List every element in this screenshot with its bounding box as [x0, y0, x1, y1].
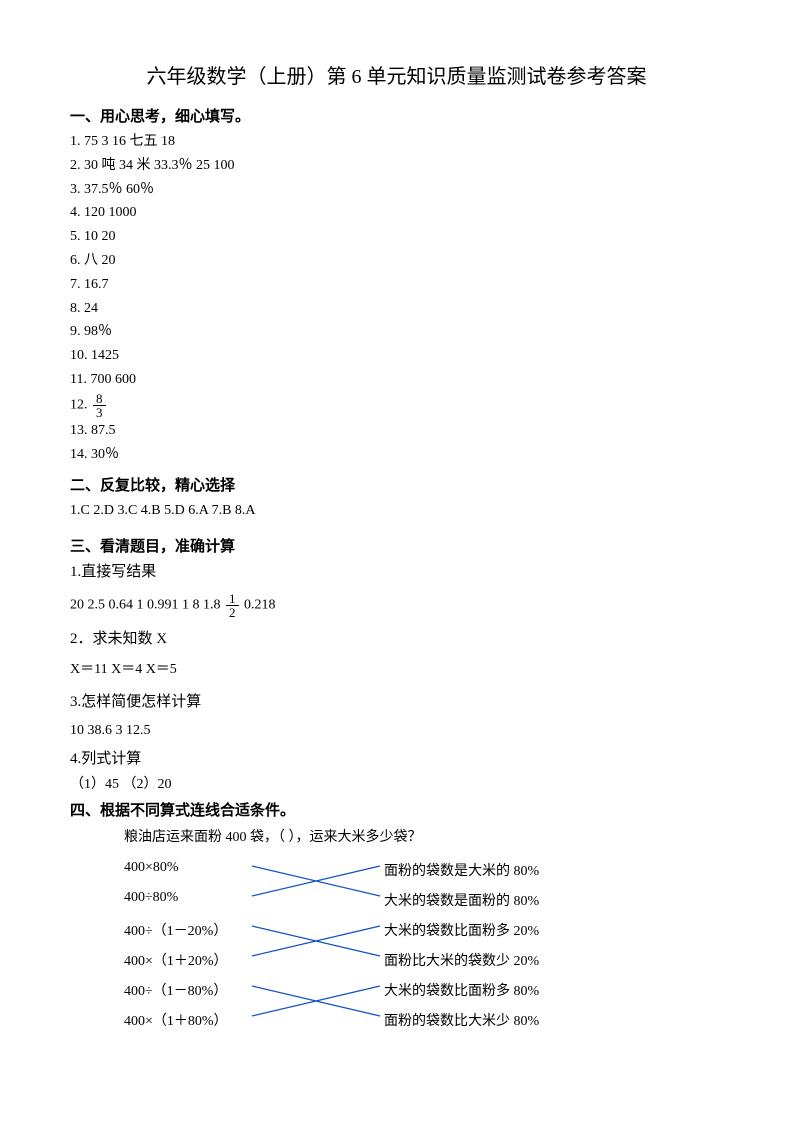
s2-row: 1.C 2.D 3.C 4.B 5.D 6.A 7.B 8.A	[70, 499, 723, 523]
s1-r10: 10. 1425	[70, 344, 723, 368]
match-right: 面粉的袋数是大米的 80%	[384, 860, 539, 880]
section2-head: 二、反复比较，精心选择	[70, 474, 723, 495]
s3-p4: （1）45 （2）20	[70, 773, 723, 797]
s1-r11: 11. 700 600	[70, 368, 723, 392]
match-left: 400÷80%	[124, 890, 178, 906]
match-row: 400×80% 面粉的袋数是大米的 80%	[124, 856, 723, 886]
s1-r5: 5. 10 20	[70, 225, 723, 249]
match-row: 400×（1＋80%） 面粉的袋数比大米少 80%	[124, 1006, 723, 1036]
frac-num: 8	[93, 392, 106, 406]
frac-num: 1	[226, 592, 239, 606]
s1-r6: 6. 八 20	[70, 249, 723, 273]
match-right: 面粉的袋数比大米少 80%	[384, 1010, 539, 1030]
match-left: 400÷（1－20%）	[124, 920, 227, 940]
s1-r4: 4. 120 1000	[70, 201, 723, 225]
section1-head: 一、用心思考，细心填写。	[70, 105, 723, 126]
s1-r8: 8. 24	[70, 297, 723, 321]
match-left: 400×（1＋20%）	[124, 950, 228, 970]
s3-p2: X＝11 X＝4 X＝5	[70, 658, 723, 682]
match-row: 400÷（1－80%） 大米的袋数比面粉多 80%	[124, 976, 723, 1006]
s3-p3h: 3.怎样简便怎样计算	[70, 690, 723, 716]
frac-den: 3	[93, 406, 106, 419]
match-rows: 400×80% 面粉的袋数是大米的 80% 400÷80% 大米的袋数是面粉的 …	[124, 856, 723, 1036]
s1-r2: 2. 30 吨 34 米 33.3％ 25 100	[70, 154, 723, 178]
s3-p3: 10 38.6 3 12.5	[70, 719, 723, 743]
section3-head: 三、看清题目，准确计算	[70, 535, 723, 556]
s1-r12: 12. 8 3	[70, 392, 723, 419]
fraction-8-3: 8 3	[93, 392, 106, 419]
s1-r3: 3. 37.5％ 60％	[70, 178, 723, 202]
frac-den: 2	[226, 606, 239, 619]
section4-head: 四、根据不同算式连线合适条件。	[70, 799, 723, 820]
s3-p2h: 2．求未知数 X	[70, 627, 723, 653]
s3-p1b: 0.218	[244, 597, 276, 612]
match-right: 面粉比大米的袋数少 20%	[384, 950, 539, 970]
match-row: 400÷（1－20%） 大米的袋数比面粉多 20%	[124, 916, 723, 946]
s1-r7: 7. 16.7	[70, 273, 723, 297]
match-right: 大米的袋数是面粉的 80%	[384, 890, 539, 910]
match-left: 400÷（1－80%）	[124, 980, 227, 1000]
s1-r14: 14. 30％	[70, 443, 723, 467]
fraction-1-2: 1 2	[226, 592, 239, 619]
match-right: 大米的袋数比面粉多 80%	[384, 980, 539, 1000]
s1-r1: 1. 75 3 16 七五 18	[70, 130, 723, 154]
s3-p4h: 4.列式计算	[70, 747, 723, 773]
matching-block: 粮油店运来面粉 400 袋，（ ），运来大米多少袋？ 400×80% 面粉的袋数…	[124, 826, 723, 1036]
s3-p1a: 20 2.5 0.64 1 0.991 1 8 1.8	[70, 597, 224, 612]
s1-r9: 9. 98％	[70, 320, 723, 344]
match-left: 400×80%	[124, 860, 179, 876]
page-title: 六年级数学（上册）第 6 单元知识质量监测试卷参考答案	[70, 60, 723, 89]
s1-r13: 13. 87.5	[70, 419, 723, 443]
s3-p1h: 1.直接写结果	[70, 560, 723, 586]
match-question: 粮油店运来面粉 400 袋，（ ），运来大米多少袋？	[124, 826, 723, 846]
match-right: 大米的袋数比面粉多 20%	[384, 920, 539, 940]
match-row: 400×（1＋20%） 面粉比大米的袋数少 20%	[124, 946, 723, 976]
match-left: 400×（1＋80%）	[124, 1010, 228, 1030]
match-row: 400÷80% 大米的袋数是面粉的 80%	[124, 886, 723, 916]
s1-r12-label: 12.	[70, 397, 91, 412]
s3-p1: 20 2.5 0.64 1 0.991 1 8 1.8 1 2 0.218	[70, 592, 723, 619]
